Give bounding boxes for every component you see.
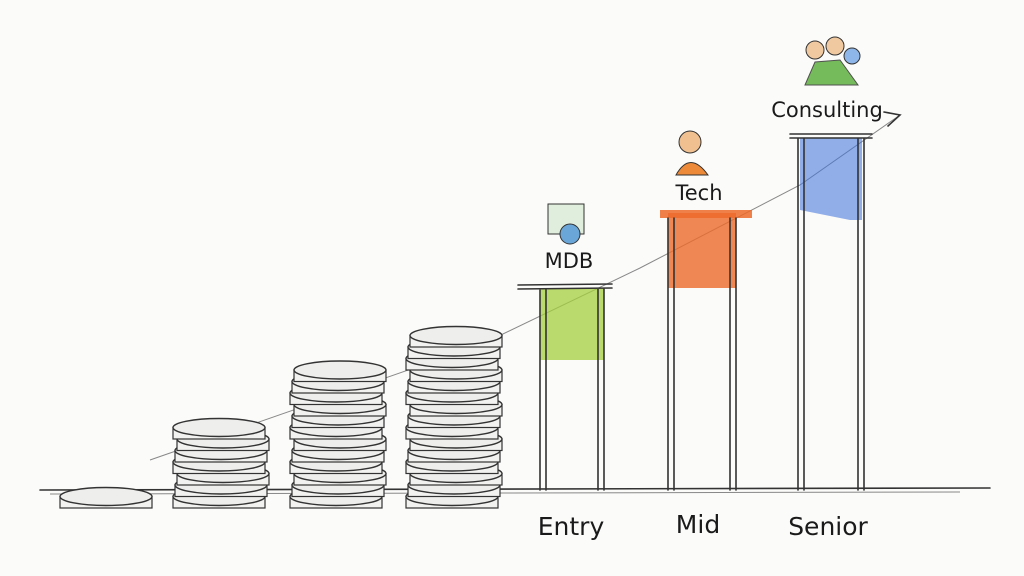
coin-top [293,360,387,380]
trend-arrow [883,111,902,127]
icon-head [825,36,845,56]
icon-person [675,130,709,176]
level-label: Senior [788,512,868,541]
coin-top [59,486,153,507]
level-label: Mid [676,510,720,539]
pillar-senior [789,133,873,491]
icon-head [805,40,825,60]
pillar-mid [660,210,752,491]
icon-body [675,162,709,176]
tag-label: Consulting [771,98,883,122]
coin-top [409,325,503,346]
pillar-fill [668,213,736,288]
level-label: Entry [538,512,605,541]
icon-database [547,203,585,245]
pillar-outline [667,217,737,491]
pillar-outline [517,283,613,491]
coin-top [172,417,266,438]
coin-stacks [59,325,503,509]
icon-head [843,47,861,65]
pillar-cap [660,210,752,218]
tag-label: MDB [545,249,594,273]
pillar-outline [789,133,873,491]
icon-head [678,130,702,154]
icon-body [804,59,859,86]
icon-globe [559,223,581,245]
pillar-fill [800,138,862,220]
pillar-entry [517,283,613,491]
icon-team [804,36,861,86]
tag-label: Tech [674,181,722,205]
pillar-fill [540,288,604,360]
